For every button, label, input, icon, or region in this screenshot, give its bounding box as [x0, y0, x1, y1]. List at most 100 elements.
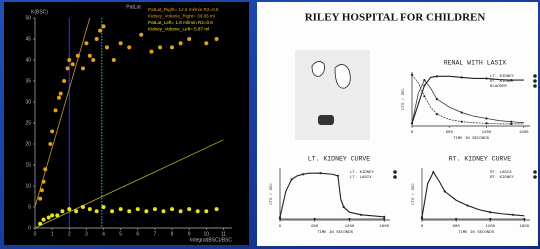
point [105, 45, 109, 49]
curve-dot [432, 171, 434, 173]
y-tick-label: 0 [28, 225, 31, 231]
point [60, 209, 64, 213]
point [119, 41, 123, 45]
point [88, 207, 92, 211]
curve-dot [489, 218, 491, 220]
x-tick-label: 11 [221, 231, 226, 237]
point [81, 66, 85, 70]
point [161, 209, 165, 213]
point [47, 216, 51, 220]
screenshot: RILEY HOSPITAL FOR CHILDREN PatLat K(BSC)… [0, 0, 540, 249]
point [139, 33, 143, 37]
scan-title: RILEY HOSPITAL FOR CHILDREN [305, 12, 486, 24]
y-axis-label: K(BSC) [31, 9, 48, 15]
point [187, 37, 191, 41]
annotation: PatLat_Right= 12.6 ml/min R2=0.8 [148, 7, 219, 12]
y-tick-label: 35 [25, 78, 31, 84]
legend-label: RT. KIDNEY [490, 176, 515, 180]
point [43, 167, 47, 171]
curve-dot [360, 214, 362, 216]
curve-dot [461, 111, 463, 113]
legend-label: LT. KIDNEY [350, 171, 375, 175]
y-axis-label: CTS / SEC [401, 88, 406, 110]
chart-title: PatLat [126, 4, 141, 10]
x-tick-label: 7 [154, 231, 157, 237]
legend-marker [533, 74, 537, 78]
y-axis-label: CTS / SEC [269, 183, 274, 205]
x-tick-label: 1800 [520, 225, 530, 229]
curve-dot [290, 178, 292, 180]
point [38, 222, 42, 226]
curve-dot [319, 172, 321, 174]
y-tick-label: 20 [25, 141, 31, 147]
x-tick-label: 9 [188, 231, 191, 237]
point [91, 58, 95, 62]
point [149, 50, 153, 54]
point [204, 41, 208, 45]
x-tick-label: 1200 [482, 131, 492, 135]
point [119, 207, 123, 211]
x-tick-label: 1200 [345, 225, 355, 229]
curve-dot [279, 218, 281, 220]
legend-label: LT. KIDNEY [490, 75, 515, 79]
point [40, 188, 44, 192]
y-axis-label: CTS / SEC [411, 183, 416, 205]
point [95, 209, 99, 213]
point [179, 41, 183, 45]
curve-dot [436, 75, 438, 77]
curve-dot [337, 175, 339, 177]
legend-label: RT. KIDNEY [490, 80, 515, 84]
curve-dot [411, 122, 413, 124]
y-tick-label: 15 [25, 162, 31, 168]
chart-title: RT. KIDNEY CURVE [449, 156, 512, 163]
curve-dot [523, 218, 525, 220]
point [215, 37, 219, 41]
curve-dot [510, 121, 512, 123]
annotation: Kidney_Volume_Left= 5.87 ml [148, 27, 209, 32]
x-axis-label: TIME IN SECONDS [453, 137, 490, 141]
annotation: Kidney_Volume_Right= 30.86 ml [148, 14, 215, 19]
x-tick-label: 1800 [519, 131, 529, 135]
legend-marker [533, 170, 537, 174]
curve-dot [485, 117, 487, 119]
curve-dot [383, 216, 385, 218]
point [71, 62, 75, 66]
x-tick-label: 1800 [379, 225, 389, 229]
point [81, 205, 85, 209]
point [170, 207, 174, 211]
curve-dot [314, 218, 316, 220]
curve-dot [423, 79, 425, 81]
point [57, 96, 61, 100]
curve-dot [436, 98, 438, 100]
point [153, 207, 157, 211]
legend-label: LT. LASIX [350, 176, 372, 180]
curve-dot [485, 77, 487, 79]
point [95, 37, 99, 41]
curve-dot [444, 190, 446, 192]
curve-dot [489, 211, 491, 213]
point [76, 54, 80, 58]
point [127, 209, 131, 213]
x-tick-label: 600 [453, 225, 461, 229]
curve-dot [423, 84, 425, 86]
legend-label: RT. LASIX [490, 171, 512, 175]
chart-panel [4, 2, 249, 245]
point [66, 66, 70, 70]
point [42, 180, 46, 184]
point [59, 92, 63, 96]
point [136, 207, 140, 211]
point [55, 213, 59, 217]
point [110, 209, 114, 213]
y-tick-label: 45 [25, 36, 31, 42]
point [62, 79, 66, 83]
curve-dot [383, 218, 385, 220]
x-tick-label: 6 [136, 231, 139, 237]
legend-marker [393, 170, 397, 174]
x-tick-label: 1200 [485, 225, 495, 229]
point [84, 41, 88, 45]
point [67, 58, 71, 62]
point [54, 108, 58, 112]
point [102, 205, 106, 209]
annotation: PatLat_Left= 1.8 ml/min R2=0.8 [148, 20, 213, 25]
point [144, 209, 148, 213]
